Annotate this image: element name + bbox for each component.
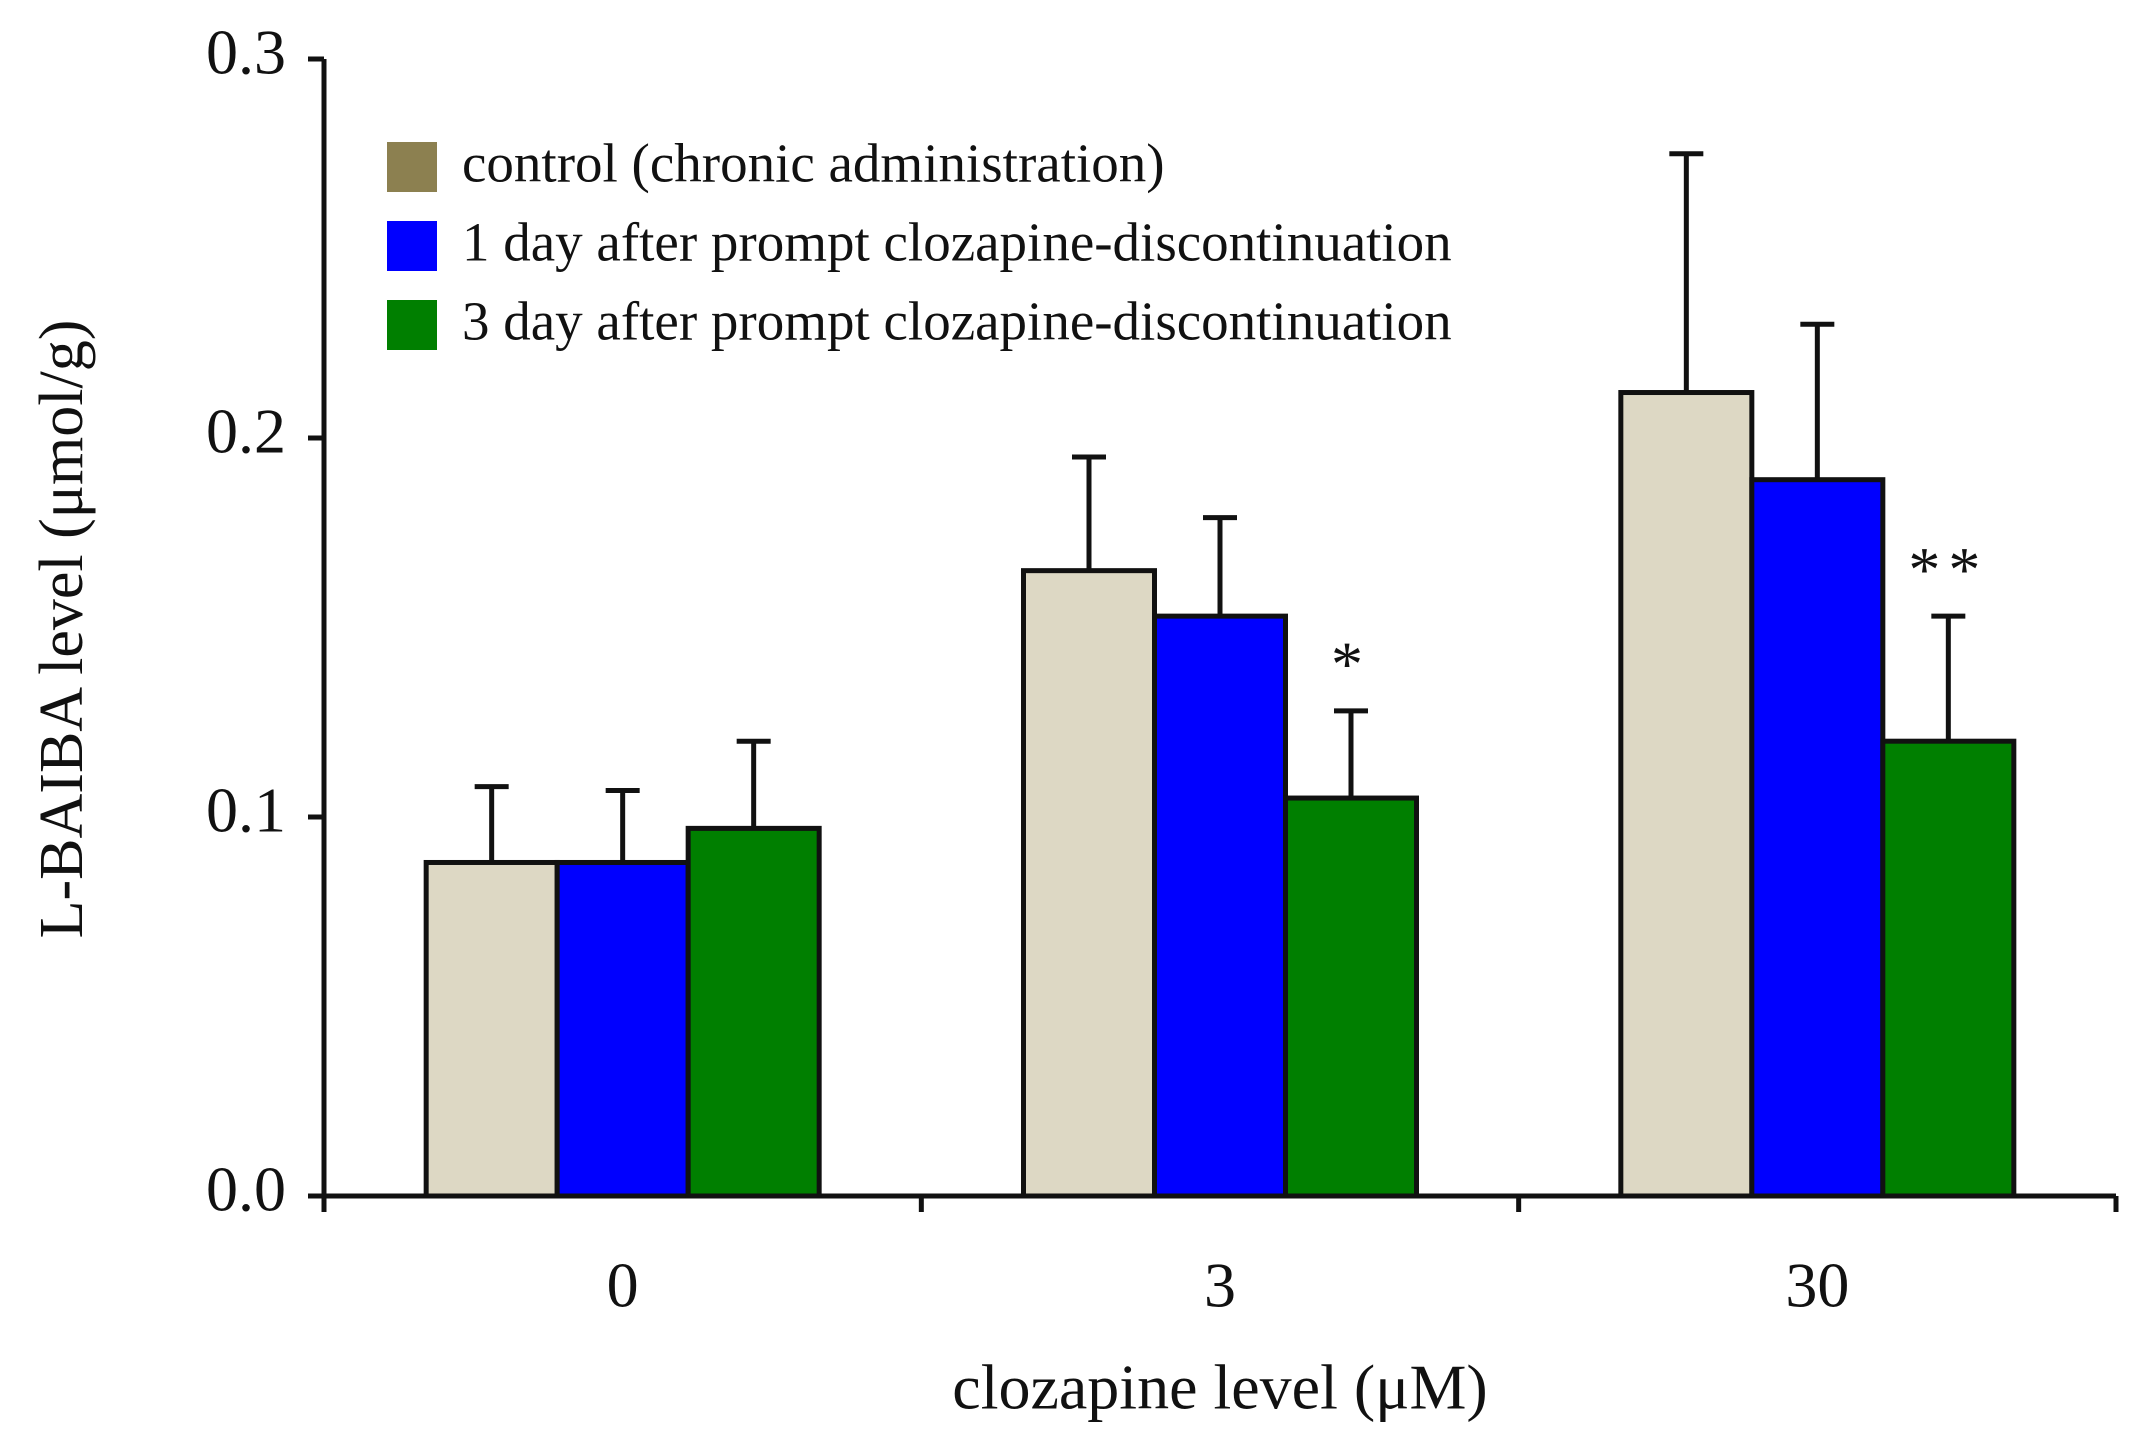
legend-swatch — [387, 221, 437, 271]
x-tick-label: 30 — [1785, 1250, 1849, 1321]
bar — [423, 859, 560, 1199]
bar — [1618, 390, 1755, 1199]
y-axis-label: L-BAIBA level (μmol/g) — [28, 320, 96, 939]
y-tick-label: 0.3 — [206, 17, 286, 88]
legend-swatch — [387, 142, 437, 192]
bar — [685, 825, 822, 1199]
x-axis-label: clozapine level (μM) — [952, 1352, 1487, 1423]
bar — [1880, 738, 2017, 1199]
legend-label: control (chronic administration) — [462, 133, 1165, 194]
legend-swatch — [387, 300, 437, 350]
legend-label: 3 day after prompt clozapine-discontinua… — [462, 291, 1452, 352]
x-tick-label: 3 — [1204, 1250, 1236, 1321]
y-tick-label: 0.0 — [206, 1154, 286, 1225]
bar — [554, 859, 691, 1199]
significance-label: * — [1331, 629, 1371, 700]
y-tick-label: 0.2 — [206, 396, 286, 467]
significance-label: ** — [1908, 534, 1988, 605]
bar — [1749, 477, 1886, 1199]
bar — [1152, 613, 1288, 1199]
legend-label: 1 day after prompt clozapine-discontinua… — [462, 212, 1452, 273]
bar — [1021, 568, 1157, 1199]
y-tick-label: 0.1 — [206, 775, 286, 846]
x-tick-label: 0 — [607, 1250, 639, 1321]
bar — [1283, 795, 1419, 1199]
